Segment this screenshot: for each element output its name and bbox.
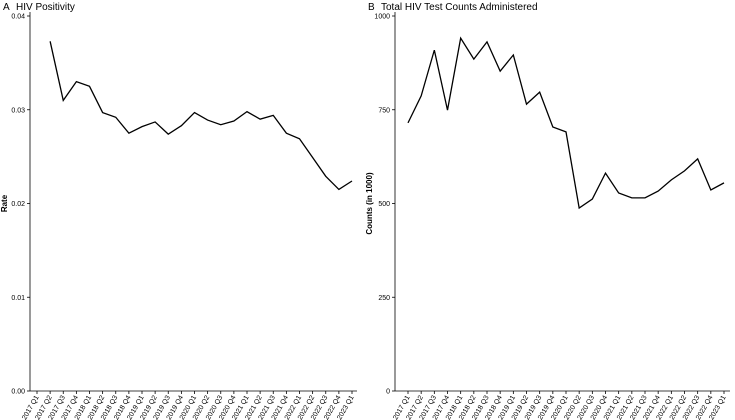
chart-title: HIV Positivity — [16, 2, 75, 13]
data-line — [407, 36, 725, 210]
data-line — [49, 41, 353, 191]
y-tick-label: 500 — [378, 201, 390, 208]
y-tick-label: 0.04 — [11, 14, 25, 21]
y-tick-label: 0 — [386, 389, 390, 396]
y-tick-label: 0.01 — [11, 295, 25, 302]
y-tick-label: 0.02 — [11, 201, 25, 208]
y-axis-label: Rate — [0, 194, 9, 212]
y-tick-label: 0.00 — [11, 389, 25, 396]
y-tick-label: 250 — [378, 295, 390, 302]
chart-title: Total HIV Test Counts Administered — [381, 2, 538, 13]
panel-tag: B — [368, 2, 375, 13]
y-axis-label: Counts (in 1000) — [365, 172, 374, 235]
y-tick-label: 1000 — [374, 14, 390, 21]
panel-tag: A — [3, 2, 10, 13]
y-tick-label: 0.03 — [11, 107, 25, 114]
y-tick-label: 750 — [378, 107, 390, 114]
